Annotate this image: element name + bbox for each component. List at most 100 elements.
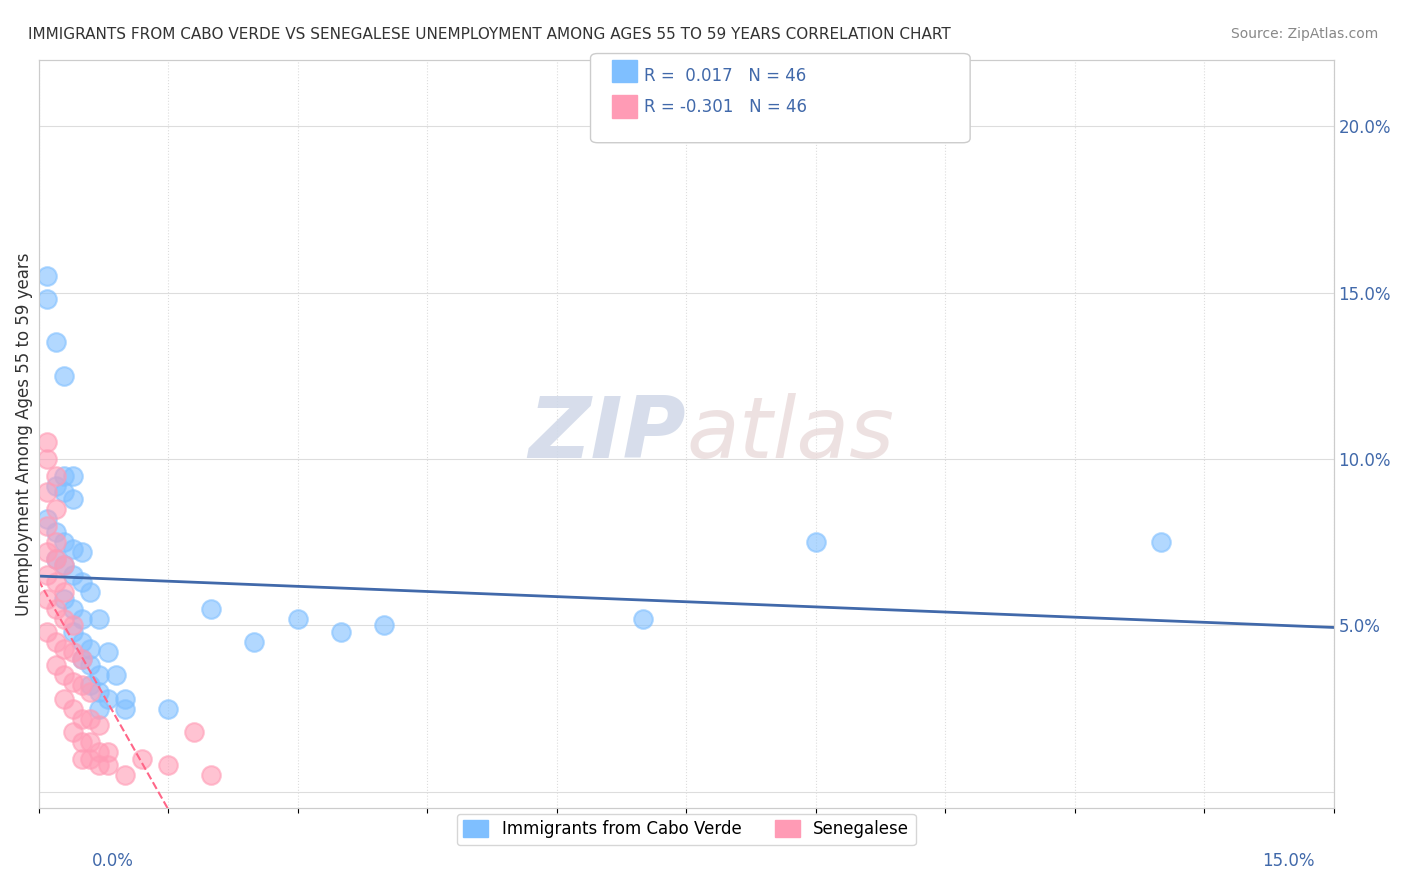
Point	[45, 551, 67, 566]
Point	[87, 758, 110, 772]
Point	[45, 658, 67, 673]
Point	[97, 691, 120, 706]
Point	[200, 768, 222, 782]
Point	[114, 691, 136, 706]
Point	[37, 268, 59, 283]
Point	[45, 502, 67, 516]
Text: 0.0%: 0.0%	[91, 852, 134, 870]
Point	[1150, 535, 1173, 549]
Text: atlas: atlas	[686, 392, 894, 475]
Point	[37, 518, 59, 533]
Point	[45, 335, 67, 350]
Text: Source: ZipAtlas.com: Source: ZipAtlas.com	[1230, 27, 1378, 41]
Point	[70, 545, 93, 559]
Y-axis label: Unemployment Among Ages 55 to 59 years: Unemployment Among Ages 55 to 59 years	[15, 252, 32, 615]
Point	[157, 701, 180, 715]
Point	[70, 678, 93, 692]
Point	[70, 651, 93, 665]
Point	[114, 701, 136, 715]
Point	[87, 685, 110, 699]
Point	[53, 558, 76, 573]
Point	[53, 485, 76, 500]
Text: R = -0.301   N = 46: R = -0.301 N = 46	[644, 98, 807, 116]
Point	[183, 725, 205, 739]
Point	[37, 568, 59, 582]
Text: IMMIGRANTS FROM CABO VERDE VS SENEGALESE UNEMPLOYMENT AMONG AGES 55 TO 59 YEARS : IMMIGRANTS FROM CABO VERDE VS SENEGALESE…	[28, 27, 950, 42]
Point	[62, 725, 84, 739]
Point	[62, 625, 84, 640]
Point	[287, 612, 309, 626]
Point	[79, 678, 101, 692]
Point	[37, 485, 59, 500]
Point	[243, 635, 266, 649]
Point	[53, 668, 76, 682]
Point	[97, 645, 120, 659]
Point	[87, 668, 110, 682]
Point	[53, 558, 76, 573]
Point	[79, 685, 101, 699]
Point	[45, 551, 67, 566]
Point	[70, 651, 93, 665]
Point	[53, 591, 76, 606]
Point	[70, 735, 93, 749]
Point	[53, 535, 76, 549]
Point	[62, 541, 84, 556]
Point	[45, 535, 67, 549]
Point	[62, 618, 84, 632]
Point	[53, 585, 76, 599]
Point	[37, 512, 59, 526]
Text: 15.0%: 15.0%	[1263, 852, 1315, 870]
Point	[53, 468, 76, 483]
Point	[70, 635, 93, 649]
Point	[87, 718, 110, 732]
Point	[114, 768, 136, 782]
Point	[79, 641, 101, 656]
Point	[37, 452, 59, 467]
Point	[157, 758, 180, 772]
Point	[87, 612, 110, 626]
Point	[37, 292, 59, 306]
Point	[45, 525, 67, 540]
Point	[70, 712, 93, 726]
Point	[37, 545, 59, 559]
Point	[62, 468, 84, 483]
Point	[87, 745, 110, 759]
Point	[37, 591, 59, 606]
Point	[62, 701, 84, 715]
Point	[37, 625, 59, 640]
Point	[53, 612, 76, 626]
Point	[62, 568, 84, 582]
Point	[70, 612, 93, 626]
Point	[105, 668, 128, 682]
Text: R =  0.017   N = 46: R = 0.017 N = 46	[644, 67, 806, 85]
Point	[79, 585, 101, 599]
Point	[87, 701, 110, 715]
Point	[70, 575, 93, 590]
Point	[329, 625, 352, 640]
Text: ZIP: ZIP	[529, 392, 686, 475]
Point	[79, 735, 101, 749]
Point	[45, 601, 67, 615]
Point	[79, 712, 101, 726]
Point	[45, 478, 67, 492]
Point	[37, 435, 59, 450]
Point	[79, 751, 101, 765]
Point	[79, 658, 101, 673]
Point	[45, 468, 67, 483]
Point	[62, 491, 84, 506]
Point	[631, 612, 654, 626]
Point	[53, 641, 76, 656]
Point	[131, 751, 153, 765]
Point	[97, 758, 120, 772]
Point	[97, 745, 120, 759]
Point	[70, 751, 93, 765]
Point	[62, 645, 84, 659]
Point	[45, 575, 67, 590]
Point	[45, 635, 67, 649]
Point	[373, 618, 395, 632]
Legend: Immigrants from Cabo Verde, Senegalese: Immigrants from Cabo Verde, Senegalese	[457, 814, 915, 845]
Point	[62, 675, 84, 690]
Point	[53, 368, 76, 383]
Point	[62, 601, 84, 615]
Point	[804, 535, 827, 549]
